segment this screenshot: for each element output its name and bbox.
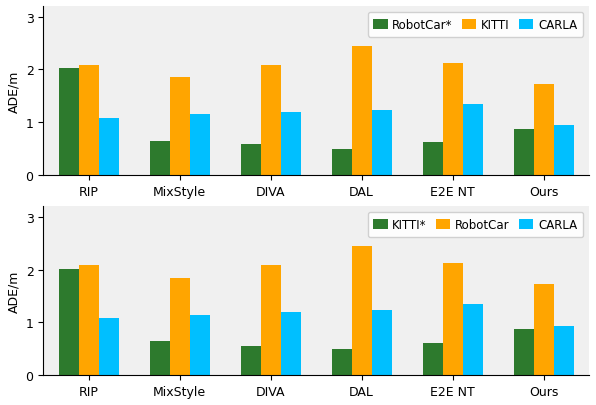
Bar: [150, 141, 170, 176]
Bar: [58, 269, 79, 375]
Bar: [281, 113, 300, 176]
Bar: [170, 78, 190, 176]
Bar: [170, 278, 190, 375]
Bar: [423, 343, 443, 375]
Y-axis label: ADE/m: ADE/m: [7, 70, 20, 113]
Bar: [462, 304, 483, 375]
Bar: [443, 64, 462, 176]
Bar: [372, 311, 392, 375]
Bar: [514, 130, 533, 176]
Bar: [190, 115, 210, 176]
Bar: [462, 104, 483, 176]
Bar: [554, 326, 573, 375]
Bar: [533, 285, 554, 375]
Legend: KITTI*, RobotCar, CARLA: KITTI*, RobotCar, CARLA: [368, 213, 583, 237]
Bar: [260, 266, 281, 375]
Bar: [190, 315, 210, 375]
Bar: [260, 66, 281, 176]
Bar: [352, 47, 372, 176]
Bar: [554, 126, 573, 176]
Bar: [514, 330, 533, 375]
Bar: [281, 313, 300, 375]
Bar: [99, 119, 119, 176]
Bar: [443, 264, 462, 375]
Bar: [331, 149, 352, 176]
Legend: RobotCar*, KITTI, CARLA: RobotCar*, KITTI, CARLA: [368, 13, 583, 38]
Bar: [331, 350, 352, 375]
Bar: [241, 346, 260, 375]
Bar: [79, 266, 99, 375]
Bar: [423, 143, 443, 176]
Bar: [79, 66, 99, 176]
Bar: [58, 69, 79, 176]
Bar: [241, 145, 260, 176]
Bar: [99, 318, 119, 375]
Bar: [352, 246, 372, 375]
Y-axis label: ADE/m: ADE/m: [7, 270, 20, 312]
Bar: [150, 341, 170, 375]
Bar: [372, 111, 392, 176]
Bar: [533, 85, 554, 176]
